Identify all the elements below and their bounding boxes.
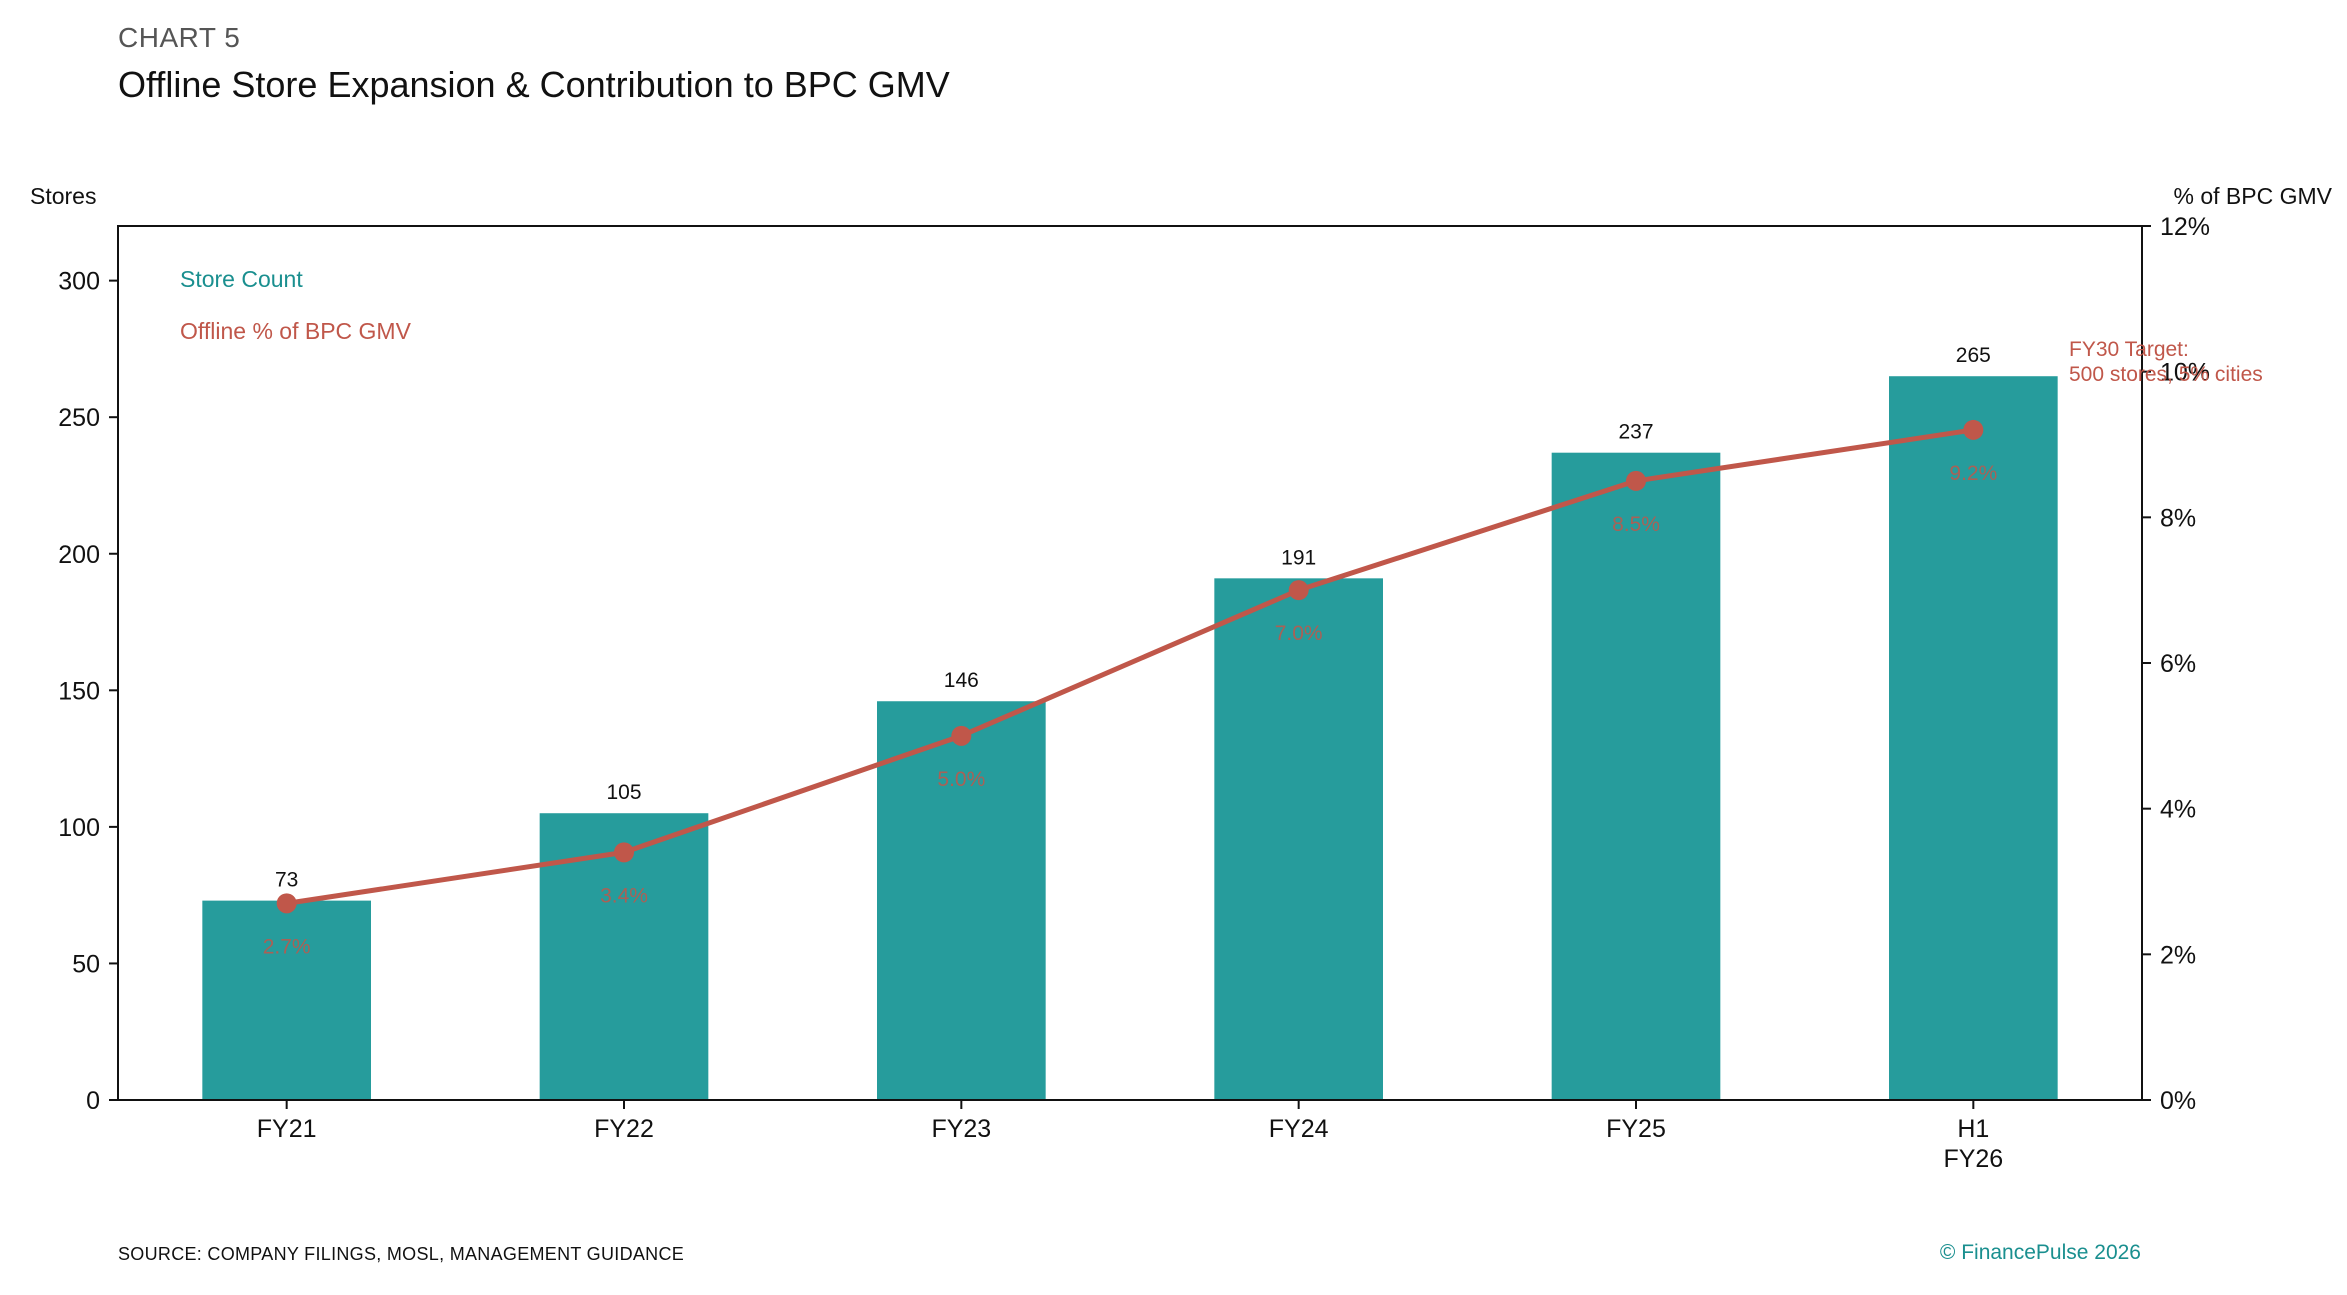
pct-value-label-1: 3.4% <box>600 884 648 907</box>
x-tick-label-2-0: FY23 <box>931 1115 991 1143</box>
chart-title: Offline Store Expansion & Contribution t… <box>118 64 950 105</box>
pct-point-3 <box>1288 580 1309 601</box>
right-tick-label-6: 12% <box>2160 213 2210 241</box>
pct-value-label-0: 2.7% <box>263 935 311 958</box>
bar-value-label-1: 105 <box>606 781 641 804</box>
pct-value-label-2: 5.0% <box>937 768 985 791</box>
pct-point-1 <box>614 842 634 863</box>
bar-4 <box>1551 452 1721 1101</box>
bar-0 <box>202 900 371 1100</box>
right-tick-label-2: 4% <box>2160 796 2196 824</box>
x-tick-label-3-0: FY24 <box>1269 1115 1329 1143</box>
bar-value-label-5: 265 <box>1956 344 1991 367</box>
left-tick-label-3: 150 <box>58 677 100 705</box>
left-axis-title: Stores <box>30 183 96 209</box>
left-tick-label-5: 250 <box>58 404 100 432</box>
x-tick-label-5-0: H1 <box>1957 1115 1989 1143</box>
bar-5 <box>1889 376 2058 1100</box>
chart-kicker: CHART 5 <box>118 22 241 53</box>
x-tick-label-0-0: FY21 <box>257 1115 317 1143</box>
pct-value-label-4: 8.5% <box>1612 513 1660 536</box>
pct-point-2 <box>951 725 972 746</box>
target-annotation-line-0: FY30 Target: <box>2069 338 2189 361</box>
x-tick-label-4-0: FY25 <box>1606 1115 1666 1143</box>
x-tick-label-5-1: FY26 <box>1943 1145 2003 1173</box>
bar-2 <box>877 701 1046 1100</box>
right-tick-label-3: 6% <box>2160 650 2196 678</box>
pct-line <box>284 427 1976 906</box>
left-tick-label-0: 0 <box>86 1087 100 1115</box>
right-tick-label-0: 0% <box>2160 1087 2196 1115</box>
copyright-note: © FinancePulse 2026 <box>1939 1241 2141 1264</box>
pct-point-4 <box>1626 470 1646 491</box>
pct-point-0 <box>276 893 297 914</box>
left-tick-label-4: 200 <box>58 541 100 569</box>
bar-value-label-2: 146 <box>944 669 979 692</box>
left-tick-label-2: 100 <box>58 814 100 842</box>
target-annotation-line-1: 500 stores, 5% cities <box>2069 363 2263 386</box>
right-tick-label-5: 10% <box>2160 359 2210 387</box>
left-tick-label-1: 50 <box>72 950 100 978</box>
bar-value-label-4: 237 <box>1618 421 1653 444</box>
left-tick-label-6: 300 <box>58 268 100 296</box>
pct-value-label-3: 7.0% <box>1275 622 1323 645</box>
source-note: SOURCE: COMPANY FILINGS, MOSL, MANAGEMEN… <box>118 1244 685 1264</box>
pct-point-5 <box>1963 419 1984 440</box>
x-tick-label-1-0: FY22 <box>594 1115 654 1143</box>
bar-value-label-0: 73 <box>275 869 298 892</box>
pct-value-label-5: 9.2% <box>1949 462 1997 485</box>
right-tick-label-1: 2% <box>2160 941 2196 969</box>
bar-value-label-3: 191 <box>1281 546 1316 569</box>
right-tick-label-4: 8% <box>2160 504 2196 532</box>
legend-store-count: Store Count <box>180 266 303 292</box>
legend-offline-pct: Offline % of BPC GMV <box>180 318 412 344</box>
right-axis-title: % of BPC GMV <box>2174 183 2333 209</box>
bar-3 <box>1214 578 1383 1100</box>
